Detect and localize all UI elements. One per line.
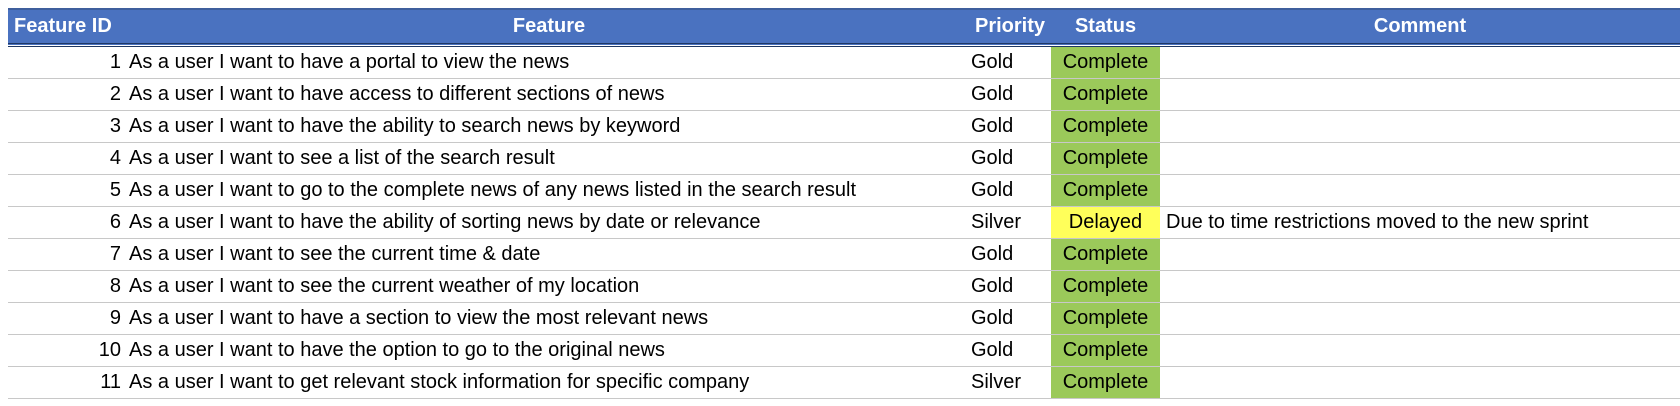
comment-cell[interactable]	[1160, 334, 1680, 367]
feature-id-cell[interactable]: 11	[8, 366, 129, 399]
priority-cell[interactable]: Gold	[969, 334, 1051, 367]
table-row: 3 As a user I want to have the ability to…	[8, 110, 1680, 143]
status-cell[interactable]: Delayed	[1051, 206, 1160, 239]
status-cell[interactable]: Complete	[1051, 270, 1160, 303]
table-row: 8 As a user I want to see the current wea…	[8, 270, 1680, 303]
feature-cell[interactable]: As a user I want to get relevant stock i…	[129, 366, 969, 399]
table-row: 11 As a user I want to get relevant stock…	[8, 366, 1680, 399]
table-row: 7 As a user I want to see the current tim…	[8, 238, 1680, 271]
feature-id-cell[interactable]: 5	[8, 174, 129, 207]
priority-cell[interactable]: Gold	[969, 174, 1051, 207]
comment-cell[interactable]: Due to time restrictions moved to the ne…	[1160, 206, 1680, 239]
feature-cell[interactable]: As a user I want to have access to diffe…	[129, 78, 969, 111]
priority-cell[interactable]: Silver	[969, 206, 1051, 239]
status-cell[interactable]: Complete	[1051, 78, 1160, 111]
column-header-comment[interactable]: Comment	[1160, 8, 1680, 47]
comment-cell[interactable]	[1160, 142, 1680, 175]
feature-id-cell[interactable]: 10	[8, 334, 129, 367]
table-row: 9 As a user I want to have a section to v…	[8, 302, 1680, 335]
comment-cell[interactable]	[1160, 366, 1680, 399]
status-cell[interactable]: Complete	[1051, 334, 1160, 367]
priority-cell[interactable]: Gold	[969, 45, 1051, 79]
feature-status-sheet: Feature ID Feature Priority Status Comme…	[8, 8, 1680, 399]
feature-cell[interactable]: As a user I want to have the option to g…	[129, 334, 969, 367]
table-row: 1 As a user I want to have a portal to vi…	[8, 45, 1680, 79]
feature-id-cell[interactable]: 1	[8, 45, 129, 79]
feature-id-cell[interactable]: 2	[8, 78, 129, 111]
status-cell[interactable]: Complete	[1051, 366, 1160, 399]
feature-cell[interactable]: As a user I want to have the ability of …	[129, 206, 969, 239]
status-cell[interactable]: Complete	[1051, 302, 1160, 335]
feature-id-cell[interactable]: 6	[8, 206, 129, 239]
feature-cell[interactable]: As a user I want to have the ability to …	[129, 110, 969, 143]
priority-cell[interactable]: Gold	[969, 110, 1051, 143]
table-row: 6 As a user I want to have the ability of…	[8, 206, 1680, 239]
column-header-feature[interactable]: Feature	[129, 8, 969, 47]
feature-id-cell[interactable]: 3	[8, 110, 129, 143]
feature-id-cell[interactable]: 7	[8, 238, 129, 271]
status-cell[interactable]: Complete	[1051, 142, 1160, 175]
feature-id-cell[interactable]: 8	[8, 270, 129, 303]
feature-table: Feature ID Feature Priority Status Comme…	[8, 8, 1680, 399]
table-row: 2 As a user I want to have access to diff…	[8, 78, 1680, 111]
comment-cell[interactable]	[1160, 78, 1680, 111]
table-row: 5 As a user I want to go to the complete …	[8, 174, 1680, 207]
comment-cell[interactable]	[1160, 270, 1680, 303]
feature-id-cell[interactable]: 9	[8, 302, 129, 335]
status-cell[interactable]: Complete	[1051, 45, 1160, 79]
feature-cell[interactable]: As a user I want to go to the complete n…	[129, 174, 969, 207]
priority-cell[interactable]: Gold	[969, 270, 1051, 303]
column-header-priority[interactable]: Priority	[969, 8, 1051, 47]
priority-cell[interactable]: Gold	[969, 142, 1051, 175]
status-cell[interactable]: Complete	[1051, 110, 1160, 143]
column-header-feature-id[interactable]: Feature ID	[8, 8, 129, 47]
comment-cell[interactable]	[1160, 174, 1680, 207]
feature-cell[interactable]: As a user I want to have a section to vi…	[129, 302, 969, 335]
status-cell[interactable]: Complete	[1051, 238, 1160, 271]
status-cell[interactable]: Complete	[1051, 174, 1160, 207]
priority-cell[interactable]: Gold	[969, 78, 1051, 111]
feature-id-cell[interactable]: 4	[8, 142, 129, 175]
feature-cell[interactable]: As a user I want to see a list of the se…	[129, 142, 969, 175]
priority-cell[interactable]: Silver	[969, 366, 1051, 399]
header-row: Feature ID Feature Priority Status Comme…	[8, 8, 1680, 47]
feature-cell[interactable]: As a user I want to see the current time…	[129, 238, 969, 271]
comment-cell[interactable]	[1160, 110, 1680, 143]
feature-cell[interactable]: As a user I want to see the current weat…	[129, 270, 969, 303]
column-header-status[interactable]: Status	[1051, 8, 1160, 47]
table-body: 1 As a user I want to have a portal to vi…	[8, 45, 1680, 399]
table-row: 10 As a user I want to have the option to…	[8, 334, 1680, 367]
comment-cell[interactable]	[1160, 302, 1680, 335]
comment-cell[interactable]	[1160, 238, 1680, 271]
comment-cell[interactable]	[1160, 45, 1680, 79]
priority-cell[interactable]: Gold	[969, 238, 1051, 271]
table-row: 4 As a user I want to see a list of the s…	[8, 142, 1680, 175]
feature-cell[interactable]: As a user I want to have a portal to vie…	[129, 45, 969, 79]
priority-cell[interactable]: Gold	[969, 302, 1051, 335]
